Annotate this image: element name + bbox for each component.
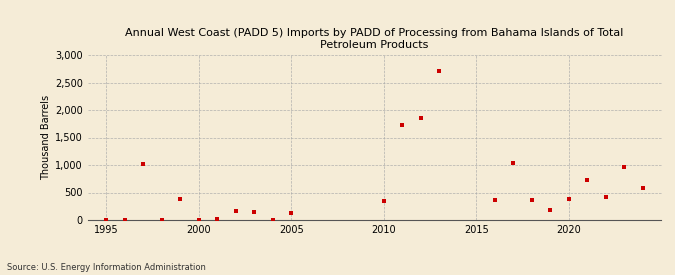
Title: Annual West Coast (PADD 5) Imports by PADD of Processing from Bahama Islands of : Annual West Coast (PADD 5) Imports by PA…	[126, 28, 624, 50]
Point	[379, 199, 389, 204]
Point	[230, 209, 241, 213]
Point	[101, 218, 111, 222]
Y-axis label: Thousand Barrels: Thousand Barrels	[41, 95, 51, 180]
Point	[286, 211, 297, 215]
Text: Source: U.S. Energy Information Administration: Source: U.S. Energy Information Administ…	[7, 263, 206, 272]
Point	[157, 218, 167, 222]
Point	[489, 198, 500, 202]
Point	[267, 218, 278, 222]
Point	[582, 178, 593, 182]
Point	[416, 116, 427, 120]
Point	[194, 218, 205, 222]
Point	[638, 186, 649, 191]
Point	[397, 123, 408, 128]
Point	[601, 195, 612, 199]
Point	[545, 208, 556, 213]
Point	[212, 216, 223, 221]
Point	[249, 210, 260, 214]
Point	[119, 218, 130, 222]
Point	[526, 198, 537, 202]
Point	[175, 197, 186, 201]
Point	[619, 165, 630, 169]
Point	[508, 161, 519, 165]
Point	[434, 69, 445, 73]
Point	[564, 197, 574, 202]
Point	[138, 162, 148, 167]
